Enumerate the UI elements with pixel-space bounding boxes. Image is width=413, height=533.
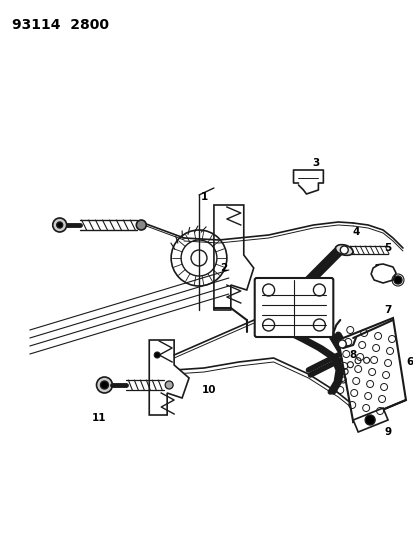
Circle shape (57, 222, 62, 228)
Text: 10: 10 (201, 385, 216, 395)
Text: 6: 6 (405, 357, 413, 367)
Text: 1: 1 (200, 192, 207, 202)
Polygon shape (149, 340, 189, 415)
Circle shape (165, 381, 173, 389)
FancyBboxPatch shape (254, 278, 332, 337)
Circle shape (136, 220, 146, 230)
Circle shape (364, 415, 374, 425)
Text: 3: 3 (312, 158, 319, 168)
Text: 5: 5 (384, 243, 391, 253)
Circle shape (154, 352, 160, 358)
Polygon shape (214, 205, 253, 310)
Circle shape (393, 276, 401, 284)
Text: 93114  2800: 93114 2800 (12, 18, 109, 32)
Polygon shape (352, 408, 387, 432)
Text: 4: 4 (351, 227, 359, 237)
Text: 9: 9 (384, 427, 391, 437)
Circle shape (52, 218, 66, 232)
Text: 11: 11 (92, 413, 107, 423)
Text: 8: 8 (349, 350, 356, 360)
Circle shape (100, 381, 108, 389)
Circle shape (96, 377, 112, 393)
Circle shape (337, 340, 345, 348)
Ellipse shape (335, 245, 352, 255)
Text: 7: 7 (383, 305, 391, 315)
Polygon shape (337, 318, 405, 422)
Text: 2: 2 (220, 263, 227, 273)
Circle shape (339, 246, 347, 254)
